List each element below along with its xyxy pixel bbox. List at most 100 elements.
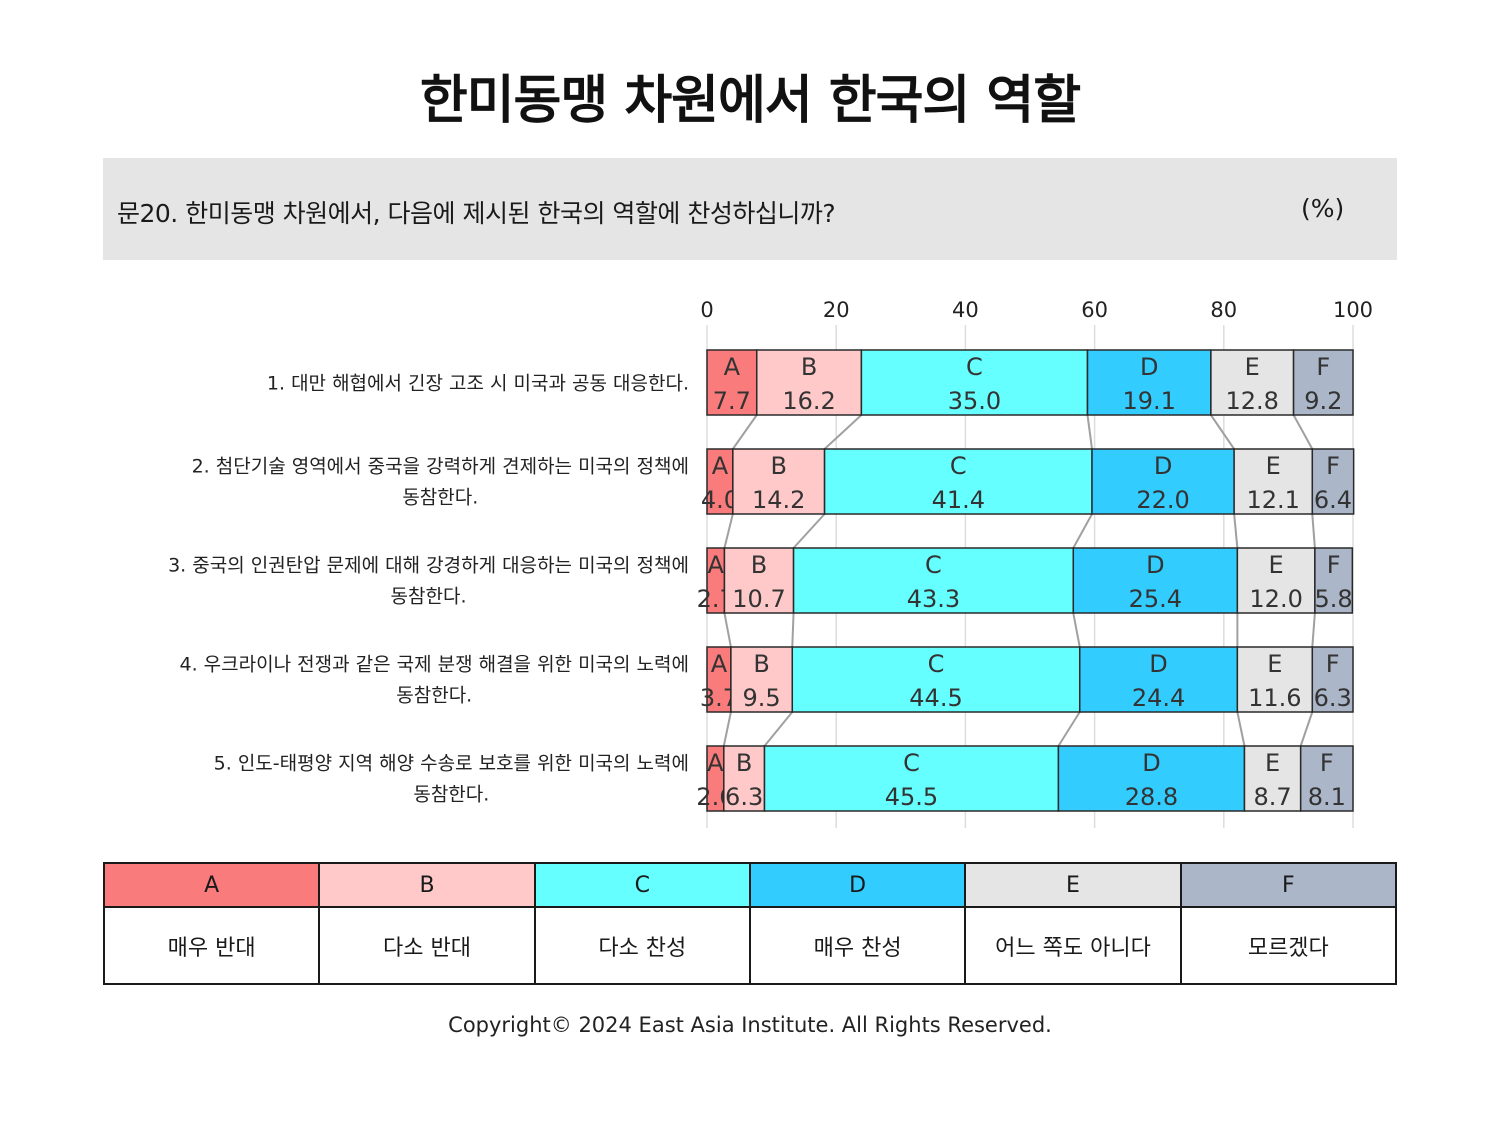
data-label: 6.4 xyxy=(1314,486,1352,514)
segment-code-label: E xyxy=(1269,551,1284,579)
connector-line xyxy=(723,612,732,648)
x-tick-label-100: 100 xyxy=(1333,298,1373,322)
segment-code-label: E xyxy=(1267,650,1282,678)
data-label: 12.0 xyxy=(1249,585,1302,613)
x-tick-label-80: 80 xyxy=(1210,298,1237,322)
bar-segment-1-A xyxy=(706,349,758,416)
bar-segment-4-B xyxy=(730,646,794,713)
segment-code-label: E xyxy=(1245,353,1260,381)
segment-code-label: B xyxy=(736,749,752,777)
bar-segment-3-C xyxy=(792,547,1075,614)
data-label: 44.5 xyxy=(909,684,962,712)
connector-line xyxy=(723,513,734,549)
segment-code-label: F xyxy=(1327,551,1341,579)
segment-code-label: F xyxy=(1326,650,1340,678)
data-label: 14.2 xyxy=(752,486,805,514)
data-label: 19.1 xyxy=(1122,387,1175,415)
bar-segment-2-D xyxy=(1091,448,1235,515)
legend-label-D: 매우 찬성 xyxy=(748,906,967,985)
data-label: 9.5 xyxy=(743,684,781,712)
legend-label-C: 다소 찬성 xyxy=(533,906,751,985)
question-text: 문20. 한미동맹 차원에서, 다음에 제시된 한국의 역할에 찬성하십니까? xyxy=(117,199,836,228)
data-label: 43.3 xyxy=(907,585,960,613)
legend-code-E: E xyxy=(964,862,1182,908)
segment-code-label: F xyxy=(1316,353,1330,381)
segment-code-label: B xyxy=(753,650,769,678)
data-label: 25.4 xyxy=(1129,585,1182,613)
page-title: 한미동맹 차원에서 한국의 역할 xyxy=(419,71,1081,131)
segment-code-label: C xyxy=(903,749,920,777)
segment-code-label: D xyxy=(1149,650,1167,678)
bar-segment-1-D xyxy=(1086,349,1212,416)
x-tick-label-40: 40 xyxy=(952,298,979,322)
legend-code-B: B xyxy=(318,862,536,908)
x-tick-label-60: 60 xyxy=(1081,298,1108,322)
question-box: 문20. 한미동맹 차원에서, 다음에 제시된 한국의 역할에 찬성하십니까? … xyxy=(103,158,1397,260)
data-label: 16.2 xyxy=(782,387,835,415)
connector-line xyxy=(1086,414,1094,450)
legend-label-row: 매우 반대 다소 반대 다소 찬성 매우 찬성 어느 쪽도 아니다 모르겠다 xyxy=(102,906,1398,985)
unit-label: (%) xyxy=(1301,194,1345,223)
data-label: 41.4 xyxy=(932,486,985,514)
data-label: 6.3 xyxy=(725,783,763,811)
category-label: 2. 첨단기술 영역에서 중국을 강력하게 견제하는 미국의 정책에 xyxy=(192,456,689,478)
connector-line xyxy=(722,711,732,747)
segment-code-label: B xyxy=(801,353,817,381)
bar-segment-4-D xyxy=(1078,646,1239,713)
segment-code-label: E xyxy=(1265,749,1280,777)
bar-segment-3-E xyxy=(1236,547,1316,614)
data-label: 24.4 xyxy=(1132,684,1185,712)
data-label: 8.1 xyxy=(1308,783,1346,811)
legend-code-A: A xyxy=(102,862,321,908)
x-tick-label-0: 0 xyxy=(700,298,713,322)
data-label: 45.5 xyxy=(885,783,938,811)
segment-code-label: B xyxy=(751,551,767,579)
bar-segment-5-D xyxy=(1057,745,1246,812)
segment-code-label: A xyxy=(707,749,724,777)
category-label: 1. 대만 해협에서 긴장 고조 시 미국과 공동 대응한다. xyxy=(267,373,689,395)
bar-segment-1-E xyxy=(1210,349,1295,416)
connector-line xyxy=(1292,414,1314,450)
bar-segment-5-B xyxy=(723,745,766,812)
data-label: 28.8 xyxy=(1125,783,1178,811)
connector-line xyxy=(1299,711,1314,747)
data-label: 5.8 xyxy=(1315,585,1353,613)
x-tick-label-20: 20 xyxy=(823,298,850,322)
legend-label-E: 어느 쪽도 아니다 xyxy=(964,906,1182,985)
legend-code-D: D xyxy=(748,862,967,908)
bar-segment-5-F xyxy=(1299,745,1354,812)
category-label: 5. 인도-태평양 지역 해양 수송로 보호를 위한 미국의 노력에 xyxy=(214,753,689,775)
segment-code-label: D xyxy=(1146,551,1164,579)
bar-segment-5-C xyxy=(763,745,1060,812)
category-label: 3. 중국의 인권탄압 문제에 대해 강경하게 대응하는 미국의 정책에 xyxy=(168,555,689,577)
connector-line xyxy=(792,513,826,549)
legend-label-A: 매우 반대 xyxy=(102,906,321,985)
segment-code-label: A xyxy=(708,551,725,579)
bar-segment-4-F xyxy=(1311,646,1354,713)
connector-line xyxy=(732,414,758,450)
data-label: 6.3 xyxy=(1314,684,1352,712)
segment-code-label: C xyxy=(928,650,945,678)
bar-segment-5-E xyxy=(1243,745,1302,812)
data-label: 12.8 xyxy=(1226,387,1279,415)
data-label: 7.7 xyxy=(713,387,751,415)
category-label-line2: 동참한다. xyxy=(391,586,467,608)
segment-code-label: F xyxy=(1326,452,1340,480)
category-label-line2: 동참한다. xyxy=(396,685,472,707)
category-label-line2: 동참한다. xyxy=(402,487,478,509)
connector-line xyxy=(1233,513,1239,549)
legend-label-B: 다소 반대 xyxy=(318,906,536,985)
connector-line xyxy=(1311,612,1316,648)
data-label: 35.0 xyxy=(948,387,1001,415)
data-label: 12.1 xyxy=(1247,486,1300,514)
connector-line xyxy=(1072,513,1093,549)
bar-segment-3-D xyxy=(1072,547,1239,614)
bar-segment-1-F xyxy=(1292,349,1354,416)
data-label: 9.2 xyxy=(1304,387,1342,415)
legend-code-F: F xyxy=(1179,862,1398,908)
segment-code-label: F xyxy=(1320,749,1334,777)
bar-segment-4-C xyxy=(791,646,1081,713)
legend-code-C: C xyxy=(533,862,751,908)
